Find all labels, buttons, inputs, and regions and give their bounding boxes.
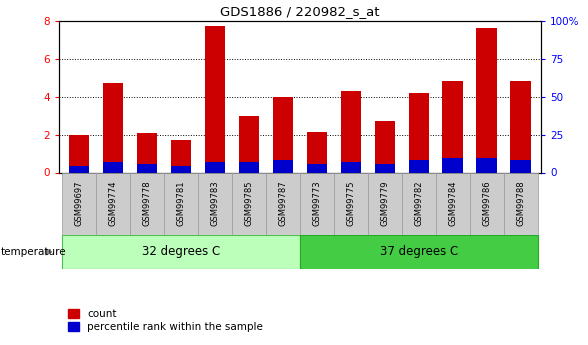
Bar bbox=[340, 91, 361, 172]
Bar bbox=[164, 172, 198, 235]
Bar bbox=[62, 172, 96, 235]
Bar bbox=[368, 172, 402, 235]
Text: 37 degrees C: 37 degrees C bbox=[380, 245, 458, 258]
Bar bbox=[273, 160, 293, 172]
Bar bbox=[266, 172, 300, 235]
Bar bbox=[443, 81, 463, 172]
Bar bbox=[443, 158, 463, 172]
Bar bbox=[375, 121, 395, 172]
Text: GSM99786: GSM99786 bbox=[482, 181, 491, 226]
Legend: count, percentile rank within the sample: count, percentile rank within the sample bbox=[64, 305, 267, 336]
Bar bbox=[130, 172, 164, 235]
Bar bbox=[409, 160, 429, 172]
Text: GSM99781: GSM99781 bbox=[176, 181, 186, 226]
Bar bbox=[205, 162, 225, 172]
Text: GSM99784: GSM99784 bbox=[448, 181, 457, 226]
Text: GSM99783: GSM99783 bbox=[211, 181, 219, 226]
Bar bbox=[103, 83, 123, 172]
Text: 32 degrees C: 32 degrees C bbox=[142, 245, 220, 258]
Bar bbox=[476, 28, 497, 172]
Text: GSM99778: GSM99778 bbox=[142, 181, 152, 226]
Text: GSM99788: GSM99788 bbox=[516, 181, 525, 226]
Bar bbox=[62, 235, 300, 269]
Text: GSM99773: GSM99773 bbox=[312, 181, 322, 226]
Bar bbox=[307, 132, 327, 172]
Bar bbox=[375, 164, 395, 172]
Text: GSM99785: GSM99785 bbox=[245, 181, 253, 226]
Bar bbox=[300, 235, 537, 269]
Bar bbox=[137, 164, 157, 172]
Bar bbox=[69, 166, 89, 172]
Bar bbox=[198, 172, 232, 235]
Bar bbox=[103, 162, 123, 172]
Text: temperature: temperature bbox=[1, 247, 66, 257]
Bar bbox=[510, 160, 531, 172]
Bar bbox=[510, 81, 531, 172]
Text: GSM99697: GSM99697 bbox=[75, 181, 83, 226]
Bar bbox=[436, 172, 470, 235]
Title: GDS1886 / 220982_s_at: GDS1886 / 220982_s_at bbox=[220, 5, 380, 18]
Bar bbox=[69, 135, 89, 172]
Bar bbox=[409, 93, 429, 172]
Bar bbox=[340, 162, 361, 172]
Bar bbox=[239, 162, 259, 172]
Bar bbox=[334, 172, 368, 235]
Bar bbox=[232, 172, 266, 235]
Bar bbox=[137, 132, 157, 172]
Bar bbox=[205, 27, 225, 172]
Bar bbox=[402, 172, 436, 235]
Text: GSM99774: GSM99774 bbox=[109, 181, 118, 226]
Bar bbox=[503, 172, 537, 235]
Text: GSM99775: GSM99775 bbox=[346, 181, 355, 226]
Bar bbox=[470, 172, 503, 235]
Bar bbox=[300, 172, 334, 235]
Text: GSM99787: GSM99787 bbox=[278, 181, 288, 226]
Bar bbox=[307, 164, 327, 172]
Text: GSM99782: GSM99782 bbox=[414, 181, 423, 226]
Bar bbox=[171, 166, 191, 172]
Bar bbox=[239, 116, 259, 172]
Text: GSM99779: GSM99779 bbox=[380, 181, 389, 226]
Bar bbox=[476, 158, 497, 172]
Bar bbox=[273, 97, 293, 172]
Bar bbox=[171, 140, 191, 172]
Bar bbox=[96, 172, 130, 235]
